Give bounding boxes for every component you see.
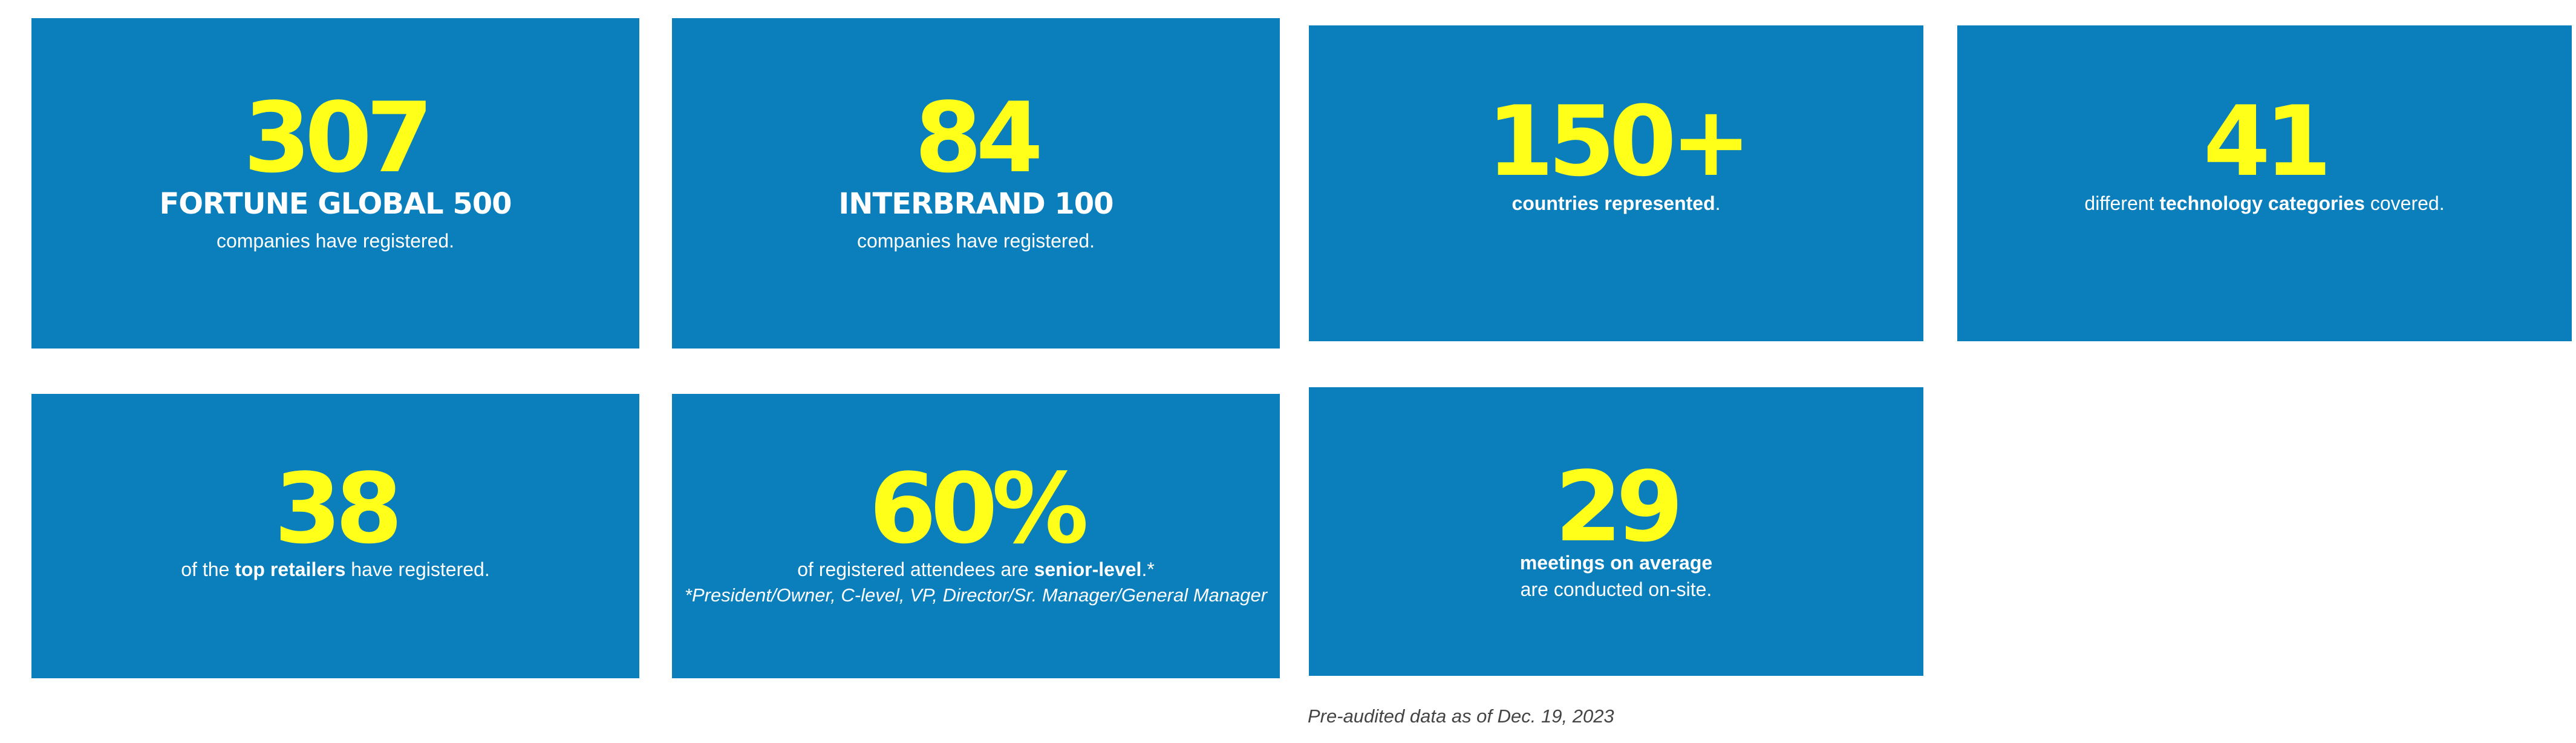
stat-description-bold: meetings on average — [1519, 552, 1713, 574]
stat-number: 29 — [1554, 450, 1684, 563]
stat-description-prefix: of registered attendees are — [797, 558, 1034, 580]
stat-description-line2: are conducted on-site. — [1520, 578, 1712, 600]
stat-description: meetings on average — [1309, 551, 1923, 576]
stat-card-fortune-global-500: 307 FORTUNE GLOBAL 500 companies have re… — [31, 18, 639, 349]
stat-card-interbrand-100: 84 INTERBRAND 100 companies have registe… — [672, 18, 1280, 349]
stat-number: 41 — [2203, 85, 2332, 198]
stat-number: 307 — [243, 81, 434, 194]
stat-description-prefix: different — [2084, 192, 2160, 214]
stat-description-suffix: . — [1715, 192, 1721, 214]
stat-description-suffix: covered. — [2364, 192, 2445, 214]
stat-description: of the top retailers have registered. — [31, 557, 639, 583]
stat-number: 38 — [274, 452, 403, 565]
stat-card-senior-level: 60% of registered attendees are senior-l… — [672, 394, 1280, 678]
stat-number: 60% — [869, 452, 1089, 565]
stat-description: of registered attendees are senior-level… — [672, 557, 1280, 583]
stat-description-bold: senior-level — [1034, 558, 1142, 580]
stat-heading: FORTUNE GLOBAL 500 — [159, 187, 512, 221]
stat-card-meetings: 29 meetings on average are conducted on-… — [1309, 387, 1923, 676]
data-disclaimer: Pre-audited data as of Dec. 19, 2023 — [1308, 705, 1614, 727]
stat-description-bold: top retailers — [235, 558, 346, 580]
stat-description: companies have registered. — [216, 230, 455, 252]
stat-heading: INTERBRAND 100 — [838, 187, 1114, 221]
stat-description-suffix: have registered. — [345, 558, 490, 580]
stat-footnote: *President/Owner, C-level, VP, Director/… — [684, 584, 1268, 606]
stat-description: different technology categories covered. — [1957, 191, 2572, 217]
stat-card-top-retailers: 38 of the top retailers have registered. — [31, 394, 639, 678]
stat-number: 84 — [915, 81, 1043, 194]
stat-description-bold: technology categories — [2159, 192, 2365, 214]
stat-card-technology-categories: 41 different technology categories cover… — [1957, 25, 2572, 341]
stat-number: 150+ — [1486, 85, 1752, 198]
stat-description-bold: countries represented — [1511, 192, 1715, 214]
stat-card-countries: 150+ countries represented. — [1309, 25, 1923, 341]
stat-description: countries represented. — [1309, 191, 1923, 217]
stat-description-suffix: .* — [1141, 558, 1155, 580]
stat-description-prefix: of the — [181, 558, 235, 580]
stat-description: companies have registered. — [856, 230, 1095, 252]
